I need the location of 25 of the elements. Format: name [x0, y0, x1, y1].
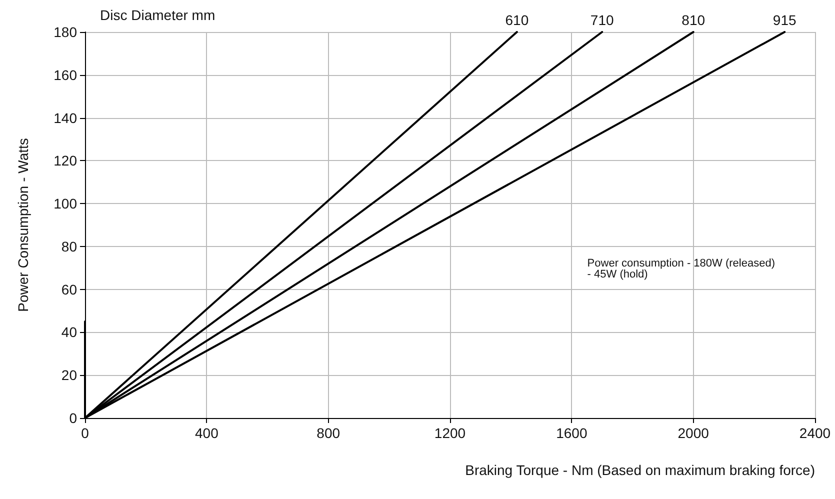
x-tick-label: 2000	[678, 425, 710, 441]
annotation: Power consumption - 180W (released) - 45W (hold)	[587, 258, 776, 280]
y-tick-label: 100	[54, 196, 78, 212]
series-label: 915	[772, 12, 796, 28]
series-label: 610	[505, 12, 529, 28]
series-label: 710	[590, 12, 614, 28]
x-tick-label: 400	[194, 425, 219, 441]
text: Disc Diameter mm	[100, 7, 216, 23]
x-tick-label: 1200	[434, 425, 466, 441]
y-tick-label: 40	[61, 324, 78, 340]
x-tick-label: 0	[81, 425, 90, 441]
y-axis-title: Power Consumption - Watts	[15, 138, 31, 312]
y-tick-label: 180	[54, 24, 78, 40]
y-tick-label: 160	[54, 66, 78, 83]
y-tick-label: 80	[61, 238, 78, 254]
y-tick-label: 120	[54, 152, 78, 169]
x-tick-label: 800	[316, 425, 340, 441]
series-label: 810	[682, 12, 706, 28]
y-tick-label: 0	[69, 410, 78, 426]
y-tick-label: 60	[61, 281, 78, 298]
x-tick-label: 1600	[556, 425, 588, 441]
y-tick-label: 20	[61, 367, 78, 384]
x-tick-label: 2400	[799, 425, 831, 441]
x-axis-title: Braking Torque - Nm (Based on maximum braking force)	[465, 462, 815, 478]
y-tick-label: 140	[54, 110, 78, 126]
